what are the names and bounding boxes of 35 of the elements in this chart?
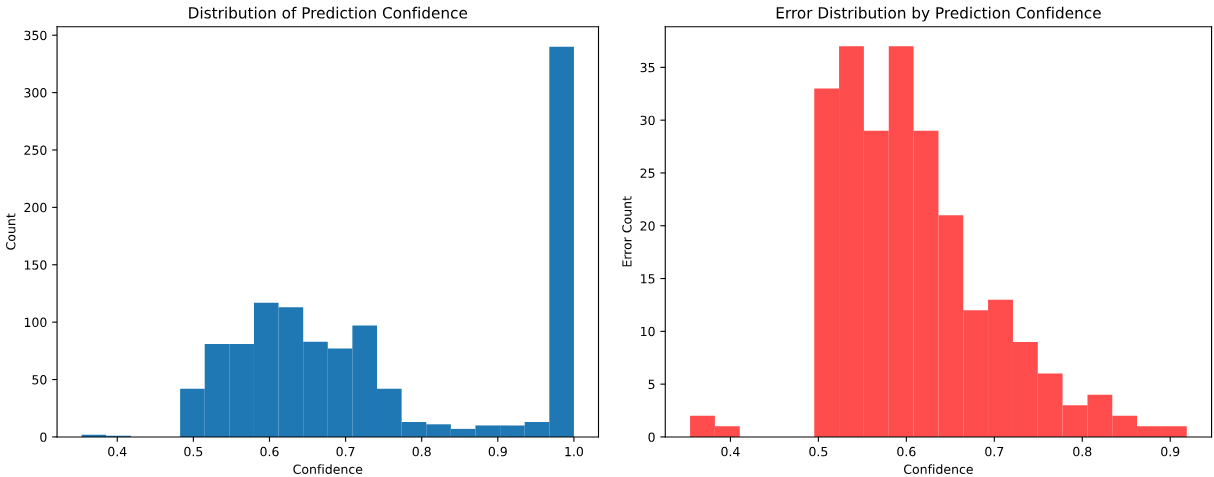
x-tick-label: 0.4 (721, 446, 740, 457)
chart-title: Error Distribution by Prediction Confidence (776, 6, 1101, 22)
x-tick-label: 0.9 (1161, 446, 1180, 457)
x-tick-label: 0.9 (488, 446, 507, 457)
x-tick-label: 0.8 (412, 446, 431, 457)
y-tick-label: 0 (648, 432, 655, 442)
x-tick-label: 1.0 (565, 446, 584, 457)
y-tick-label: 0 (40, 432, 47, 442)
y-axis-title: Error Count (622, 196, 632, 267)
x-tick-label: 0.6 (260, 446, 279, 457)
x-tick-label: 0.4 (108, 446, 127, 457)
y-tick-label: 35 (640, 62, 655, 73)
y-tick-label: 20 (640, 221, 655, 231)
y-tick-label: 350 (24, 30, 47, 41)
x-axis-title: Confidence (293, 464, 363, 474)
y-tick-label: 250 (24, 145, 47, 155)
x-tick-label: 0.8 (1073, 446, 1092, 457)
y-tick-label: 15 (641, 274, 655, 284)
x-axis-title: Confidence (903, 464, 973, 474)
y-tick-label: 25 (640, 168, 655, 178)
x-tick-label: 0.7 (985, 446, 1004, 457)
y-tick-label: 10 (641, 326, 655, 337)
y-tick-label: 50 (32, 375, 47, 385)
x-tick-label: 0.5 (809, 446, 828, 457)
y-tick-label: 100 (24, 317, 47, 328)
y-axis-title: Count (6, 213, 16, 250)
y-tick-label: 300 (24, 88, 47, 98)
x-tick-label: 0.5 (184, 446, 203, 457)
chart-title: Distribution of Prediction Confidence (189, 6, 468, 19)
y-tick-label: 200 (24, 202, 47, 213)
x-tick-label: 0.7 (336, 446, 355, 457)
y-tick-label: 30 (640, 115, 655, 126)
y-tick-label: 150 (24, 260, 47, 270)
x-tick-label: 0.6 (897, 446, 916, 457)
y-tick-label: 5 (648, 379, 655, 390)
